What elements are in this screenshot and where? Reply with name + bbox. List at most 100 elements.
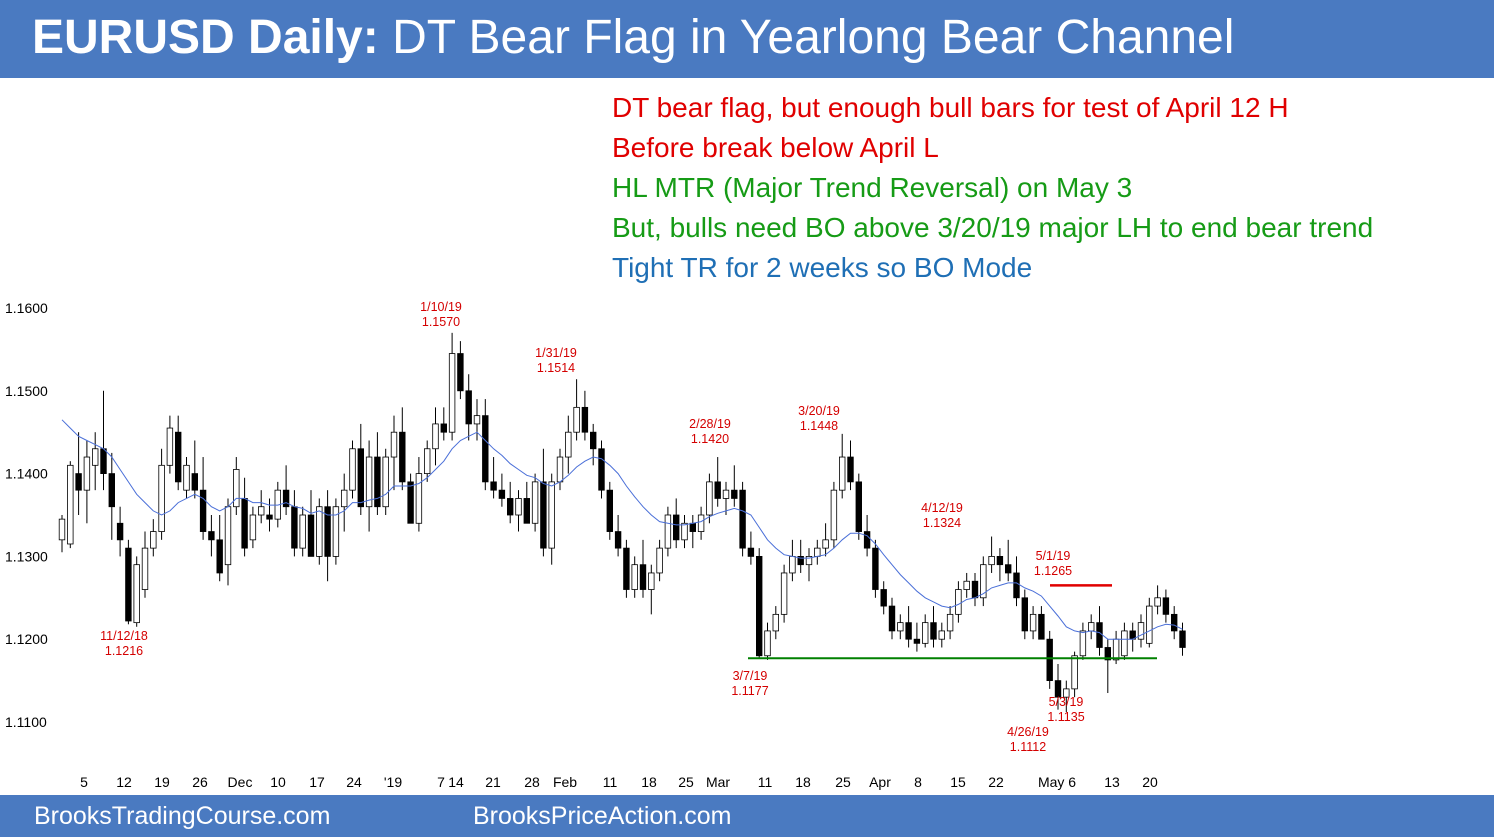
bull-candle-body (814, 547, 821, 557)
bull-candle-body (1137, 622, 1145, 640)
bull-candle-body (1121, 630, 1128, 657)
bear-candle-body (440, 423, 447, 433)
bear-candle-body (913, 638, 921, 644)
bear-candle-body (590, 431, 597, 450)
bull-candle-body (631, 564, 638, 590)
x-tick-label: 26 (192, 774, 208, 790)
y-tick-label: 1.1400 (5, 466, 48, 482)
bear-candle-body (714, 481, 721, 499)
bull-candle-body (332, 506, 340, 557)
x-tick-label: 25 (678, 774, 694, 790)
bear-candle-body (747, 547, 755, 557)
bull-candle-body (183, 464, 190, 491)
bull-candle-body (415, 473, 423, 524)
price-annotation-value: 1.1514 (537, 361, 575, 375)
bear-candle-body (199, 489, 207, 532)
bull-candle-body (830, 489, 838, 541)
bear-candle-body (639, 564, 647, 590)
bull-candle-body (706, 481, 713, 516)
bear-candle-body (756, 556, 763, 657)
x-tick-label: 19 (154, 774, 170, 790)
bull-candle-body (565, 431, 572, 458)
bull-candle-body (432, 423, 439, 450)
bear-candle-body (208, 531, 215, 541)
bull-candle-body (150, 531, 157, 549)
bull-candle-body (573, 406, 580, 433)
bear-candle-body (75, 473, 82, 491)
bull-candle-body (839, 456, 846, 491)
bull-candle-body (390, 431, 398, 458)
x-tick-label: 22 (988, 774, 1004, 790)
footer-link-price-action[interactable]: BrooksPriceAction.com (473, 802, 732, 830)
x-tick-label: 25 (835, 774, 851, 790)
commentary-notes: DT bear flag, but enough bull bars for t… (612, 88, 1373, 288)
footer-link-trading-course[interactable]: BrooksTradingCourse.com (34, 802, 331, 830)
bull-candle-body (92, 448, 99, 466)
bull-candle-body (1029, 613, 1037, 632)
bear-candle-body (116, 522, 124, 541)
bull-candle-body (141, 547, 149, 590)
bear-candle-body (1005, 564, 1012, 574)
bear-candle-body (191, 473, 198, 491)
bear-candle-body (125, 547, 132, 622)
price-annotation-value: 1.1324 (923, 516, 961, 530)
x-tick-label: Dec (228, 774, 253, 790)
y-tick-label: 1.1100 (5, 714, 47, 730)
bear-candle-body (863, 531, 871, 549)
price-annotation-date: 5/1/19 (1036, 549, 1071, 563)
bull-candle-body (548, 481, 555, 549)
bull-candle-body (67, 464, 74, 545)
price-annotation-value: 1.1265 (1034, 564, 1072, 578)
bear-candle-body (1038, 613, 1045, 640)
price-annotation-date: 1/31/19 (535, 346, 577, 360)
bear-candle-body (523, 498, 530, 524)
bear-candle-body (482, 415, 489, 483)
bear-candle-body (399, 431, 406, 483)
bear-candle-body (540, 481, 547, 549)
bear-candle-body (1096, 622, 1103, 648)
note-line-4: But, bulls need BO above 3/20/19 major L… (612, 212, 1374, 243)
bull-candle-body (946, 613, 954, 632)
bull-candle-body (133, 564, 140, 624)
bull-candle-body (556, 456, 564, 483)
bull-candle-body (664, 514, 672, 549)
bull-candle-body (166, 427, 174, 466)
bear-candle-body (971, 580, 979, 599)
bear-candle-body (614, 531, 622, 549)
bull-candle-body (299, 514, 306, 549)
bull-candle-body (772, 613, 779, 632)
x-tick-label: '19 (384, 774, 402, 790)
bear-candle-body (872, 547, 879, 590)
x-tick-label: 11 (603, 774, 618, 790)
bull-candle-body (656, 547, 663, 574)
bear-candle-body (797, 556, 804, 566)
x-tick-label: Feb (553, 774, 577, 790)
bull-candle-body (963, 580, 970, 590)
bull-candle-body (1079, 630, 1087, 657)
x-tick-label: 24 (346, 774, 362, 790)
bull-candle-body (1071, 655, 1078, 690)
note-line-1: DT bear flag, but enough bull bars for t… (612, 92, 1289, 123)
price-annotation-value: 1.1420 (691, 432, 729, 446)
bull-candle-body (382, 456, 389, 508)
bear-candle-body (216, 539, 223, 574)
bull-candle-body (224, 506, 232, 566)
bear-candle-body (282, 489, 290, 508)
price-annotation-value: 1.1177 (731, 684, 768, 698)
title-bold: EURUSD Daily: (32, 11, 379, 64)
bear-candle-body (996, 556, 1004, 566)
bear-candle-body (623, 547, 630, 590)
bull-candle-body (58, 518, 66, 541)
note-line-2: Before break below April L (612, 132, 939, 163)
price-annotation-value: 1.1112 (1010, 740, 1046, 754)
title-rest: DT Bear Flag in Yearlong Bear Channel (392, 11, 1235, 64)
bull-candle-body (1112, 638, 1120, 661)
bull-candle-body (764, 630, 771, 657)
price-annotation-date: 1/10/19 (420, 300, 462, 314)
bull-candle-body (988, 556, 995, 566)
bear-candle-body (241, 498, 248, 549)
x-tick-label: 21 (485, 774, 501, 790)
bear-candle-body (1104, 647, 1111, 661)
bull-candle-body (249, 514, 257, 541)
price-annotation-value: 1.1216 (105, 644, 143, 658)
